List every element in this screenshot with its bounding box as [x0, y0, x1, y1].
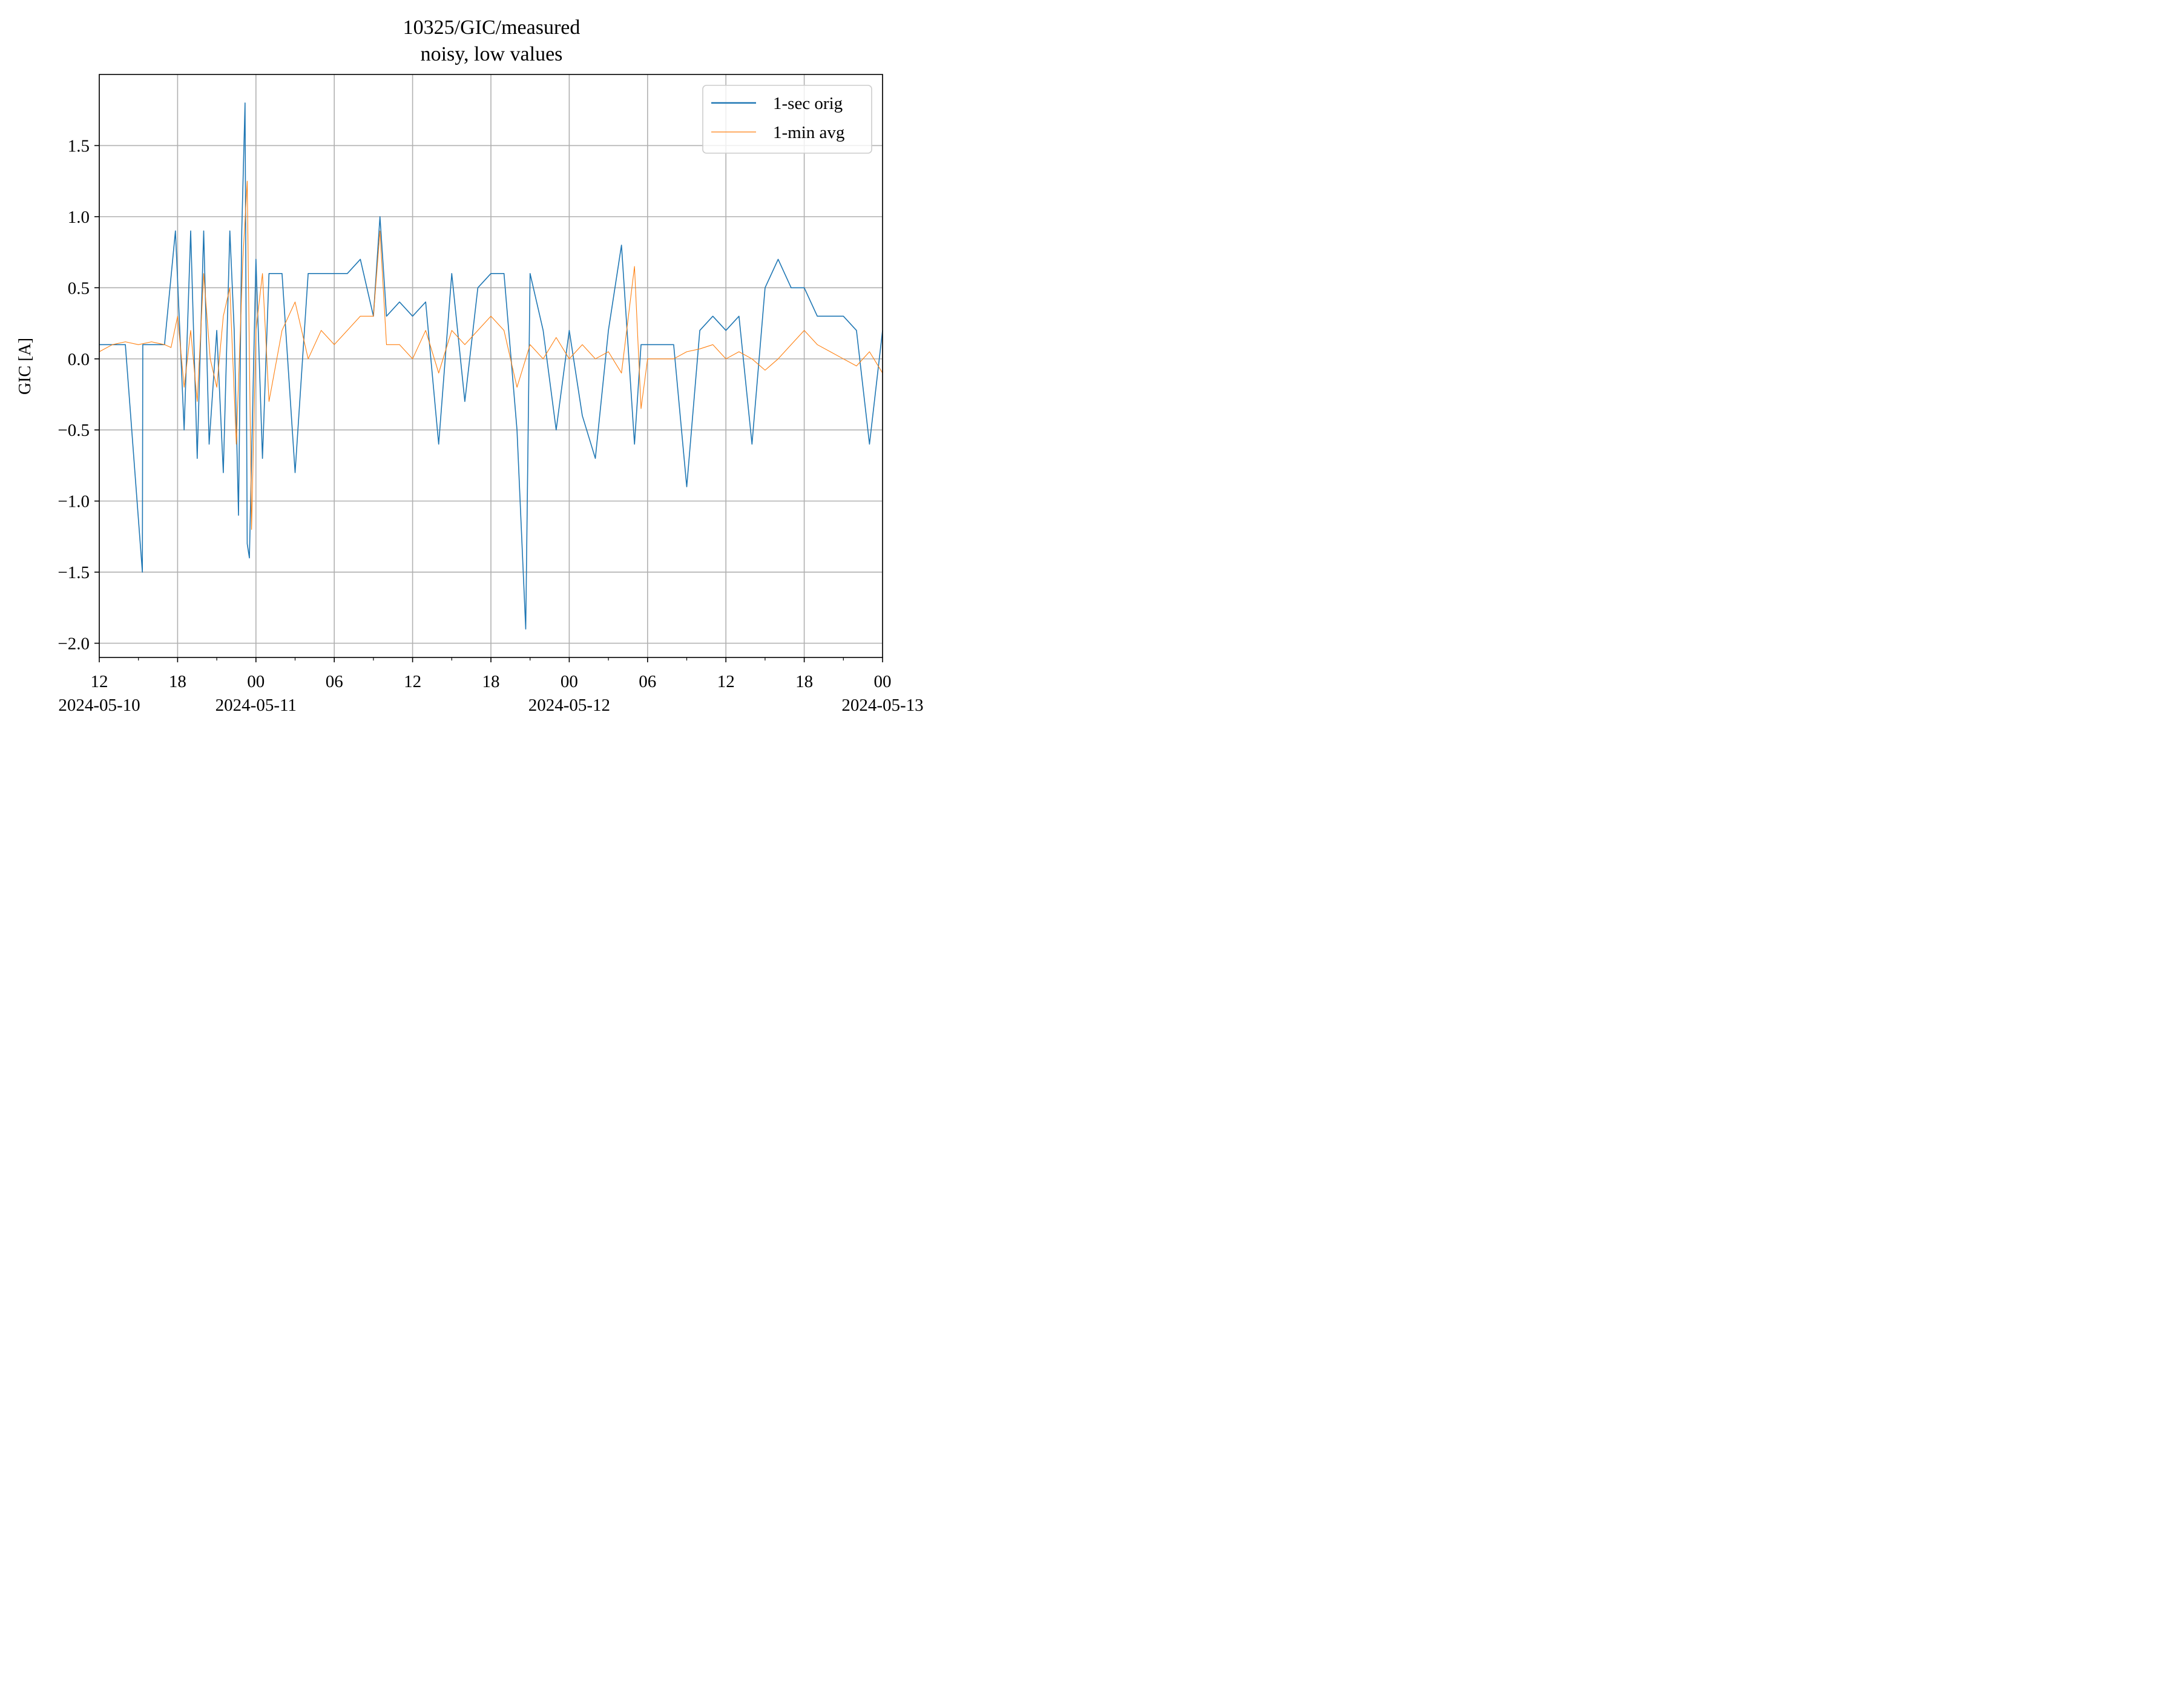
- y-tick-label: −0.5: [58, 421, 90, 440]
- series-line-orig: [99, 102, 883, 630]
- y-axis-ticks: 1.5 1.0 0.5 0.0 −0.5 −1.0 −1.5 −2.0: [58, 136, 99, 654]
- x-tick-date-label: 2024-05-11: [215, 696, 297, 715]
- x-tick-label: 12: [404, 672, 421, 691]
- series-lines: [99, 102, 883, 630]
- chart-subtitle: noisy, low values: [421, 43, 563, 65]
- chart-title: 10325/GIC/measured: [403, 16, 581, 39]
- y-tick-label: −1.5: [58, 563, 90, 582]
- x-tick-label: 12: [717, 672, 735, 691]
- x-tick-label: 00: [561, 672, 578, 691]
- y-tick-label: 0.0: [68, 350, 90, 369]
- y-axis-label: GIC [A]: [16, 338, 35, 395]
- legend-label-orig: 1-sec orig: [773, 94, 843, 113]
- y-tick-label: 1.0: [68, 208, 90, 227]
- x-tick-date-label: 2024-05-12: [528, 696, 610, 715]
- x-axis-ticks: 12 2024-05-10 18 00 2024-05-11 06 12 18 00 2024-0…: [58, 657, 924, 715]
- series-line-avg: [99, 180, 883, 530]
- y-tick-label: −2.0: [58, 634, 90, 654]
- x-tick-label: 18: [169, 672, 186, 691]
- x-tick-date-label: 2024-05-10: [58, 696, 140, 715]
- x-tick-label: 12: [91, 672, 108, 691]
- x-tick-label: 00: [247, 672, 265, 691]
- x-tick-date-label: 2024-05-13: [841, 696, 923, 715]
- legend-label-avg: 1-min avg: [773, 123, 844, 142]
- x-tick-label: 00: [874, 672, 892, 691]
- x-tick-label: 06: [326, 672, 343, 691]
- grid-lines: [99, 74, 883, 657]
- x-tick-label: 18: [795, 672, 813, 691]
- y-tick-label: 1.5: [68, 136, 90, 156]
- legend: 1-sec orig 1-min avg: [702, 85, 872, 154]
- y-tick-label: −1.0: [58, 492, 90, 512]
- x-tick-label: 18: [482, 672, 500, 691]
- gic-time-series-chart: 10325/GIC/measured noisy, low values GIC…: [16, 16, 924, 715]
- y-tick-label: 0.5: [68, 278, 90, 298]
- x-tick-label: 06: [639, 672, 656, 691]
